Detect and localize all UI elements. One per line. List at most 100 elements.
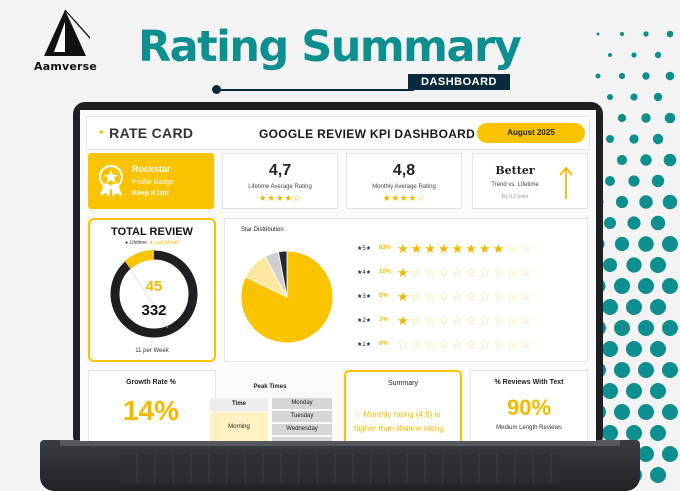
lifetime-rating-stars: ★★★★☆	[258, 193, 302, 203]
summary-card: Summary ☆ Monthly rating (4,8) is higher…	[344, 370, 462, 441]
filled-stars: ★	[397, 289, 411, 304]
pattern-dot	[650, 257, 666, 273]
distribution-level-number: 4	[362, 270, 366, 276]
peak-times-card: Peak Times Time Morning Monday Tuesday W…	[204, 372, 336, 441]
pattern-dot	[626, 257, 642, 273]
pattern-dot	[642, 72, 650, 80]
dashboard-header: ◔ RATE CARD GOOGLE REVIEW KPI DASHBOARD …	[86, 116, 590, 150]
star-icon: ★	[357, 270, 363, 276]
lifetime-rating-label: Lifetime Average Rating	[248, 184, 312, 190]
hero-subtitle: DASHBOARD	[408, 74, 510, 90]
empty-stars: ☆☆☆☆☆☆☆☆☆	[410, 265, 534, 280]
rate-card-logo: ◔ RATE CARD	[95, 125, 193, 143]
pattern-dot	[639, 195, 653, 209]
empty-stars: ☆☆☆☆☆☆☆☆☆	[410, 313, 534, 328]
growth-rate-card: Growth Rate % 14%	[88, 370, 216, 441]
pattern-dot	[596, 32, 600, 36]
pattern-dot	[662, 194, 678, 210]
distribution-level: ★4★	[357, 269, 371, 276]
pattern-dot	[614, 278, 630, 294]
brand-logo: Aamverse	[34, 6, 98, 78]
trend-value: Better	[495, 164, 535, 177]
pattern-dot	[650, 467, 666, 483]
pattern-dot	[626, 425, 642, 441]
trend-card: Better Trend vs. Lifetime By 0,1 point	[472, 153, 588, 209]
peak-day	[272, 437, 332, 441]
distribution-level-number: 2	[362, 318, 366, 324]
badge-name: Rockstar	[132, 164, 171, 174]
distribution-percent: 10%	[379, 269, 392, 275]
pattern-dot	[643, 31, 649, 37]
laptop-keyboard	[120, 454, 560, 484]
pattern-dot	[604, 217, 616, 229]
star-icon: ★	[365, 294, 372, 300]
summary-text: ☆ Monthly rating (4,8) is higher than li…	[354, 408, 458, 436]
distribution-level: ★3★	[357, 293, 371, 300]
distribution-stars: ☆☆☆☆☆☆☆☆☆☆	[397, 337, 534, 353]
filled-stars: ★	[397, 313, 411, 328]
pattern-dot	[640, 154, 652, 166]
pattern-dot	[605, 176, 615, 186]
pattern-dot	[617, 113, 627, 123]
distribution-stars: ★☆☆☆☆☆☆☆☆☆	[397, 313, 534, 329]
lifetime-rating-value: 4,7	[268, 162, 292, 179]
star-icon: ★	[365, 270, 372, 276]
trend-note: By 0,1 point	[501, 194, 529, 200]
distribution-row: ★4★ 10% ★ ☆☆☆☆☆☆☆☆☆	[353, 263, 583, 287]
pattern-dot	[606, 135, 614, 143]
lifetime-rating-card: 4,7 Lifetime Average Rating ★★★★☆	[222, 153, 338, 209]
pattern-dot	[666, 30, 674, 38]
badge-role: Profile Badge	[132, 179, 175, 186]
pattern-dot	[653, 92, 663, 102]
pattern-dot	[602, 383, 618, 399]
empty-stars: ☆☆☆☆☆☆☆☆☆	[410, 289, 534, 304]
date-selector[interactable]: August 2025	[477, 123, 585, 143]
pattern-dot	[663, 153, 677, 167]
star-icon: ★	[357, 318, 363, 324]
empty-stars: ☆☆☆☆☆☆☆☆☆☆	[397, 337, 534, 352]
pattern-dot	[595, 73, 601, 79]
arrow-up-icon	[559, 166, 573, 199]
pattern-dot	[638, 404, 654, 420]
star-icon: ★	[357, 294, 363, 300]
star-icon: ★	[357, 342, 363, 348]
logo-triangle-icon	[44, 9, 90, 56]
monthly-rating-label: Monthly Average Rating	[372, 184, 436, 190]
distribution-level-number: 5	[362, 246, 366, 252]
pattern-dot	[664, 112, 676, 124]
brand-name: Aamverse	[34, 60, 98, 73]
distribution-level: ★1★	[357, 341, 371, 348]
distribution-row: ★2★ 3% ★☆☆☆☆☆☆☆☆☆	[353, 311, 583, 335]
dashboard-screen: ◔ RATE CARD GOOGLE REVIEW KPI DASHBOARD …	[80, 110, 596, 441]
peak-day: Monday	[272, 398, 332, 409]
star-distribution-rows: ★5★ 83% ★★★★★★★★☆☆ ★4★ 10% ★☆☆☆☆☆☆☆☆☆ ★3★ 5% ★☆☆…	[353, 239, 583, 359]
pattern-dot	[619, 31, 625, 37]
pattern-dot	[626, 341, 642, 357]
distribution-percent: 5%	[379, 293, 388, 299]
pattern-dot	[662, 362, 678, 378]
pattern-dot	[602, 425, 618, 441]
pattern-dot	[607, 94, 613, 100]
distribution-stars: ★★★★★★★★☆☆	[397, 241, 534, 257]
distribution-percent: 83%	[379, 245, 392, 251]
pattern-dot	[638, 236, 654, 252]
pattern-dot	[662, 446, 678, 462]
legend-lifetime: Lifetime	[129, 240, 147, 246]
pattern-dot	[614, 362, 630, 378]
pattern-dot	[662, 278, 678, 294]
distribution-row: ★1★ 0% ☆☆☆☆☆☆☆☆☆☆	[353, 335, 583, 359]
distribution-level: ★5★	[357, 245, 371, 252]
summary-star-icon: ☆	[354, 410, 364, 419]
star-distribution-title: Star Distribution	[241, 227, 284, 233]
distribution-level-number: 1	[362, 342, 366, 348]
distribution-percent: 0%	[379, 341, 388, 347]
monthly-rating-stars: ★★★★☆	[382, 193, 426, 203]
pattern-dot	[638, 362, 654, 378]
pattern-dot	[650, 425, 666, 441]
peak-day: Wednesday	[272, 424, 332, 435]
star-icon: ★	[357, 246, 363, 252]
pattern-dot	[650, 215, 666, 231]
peak-time-value: Morning	[210, 412, 268, 441]
pattern-dot	[650, 383, 666, 399]
dot-pattern	[590, 30, 678, 483]
